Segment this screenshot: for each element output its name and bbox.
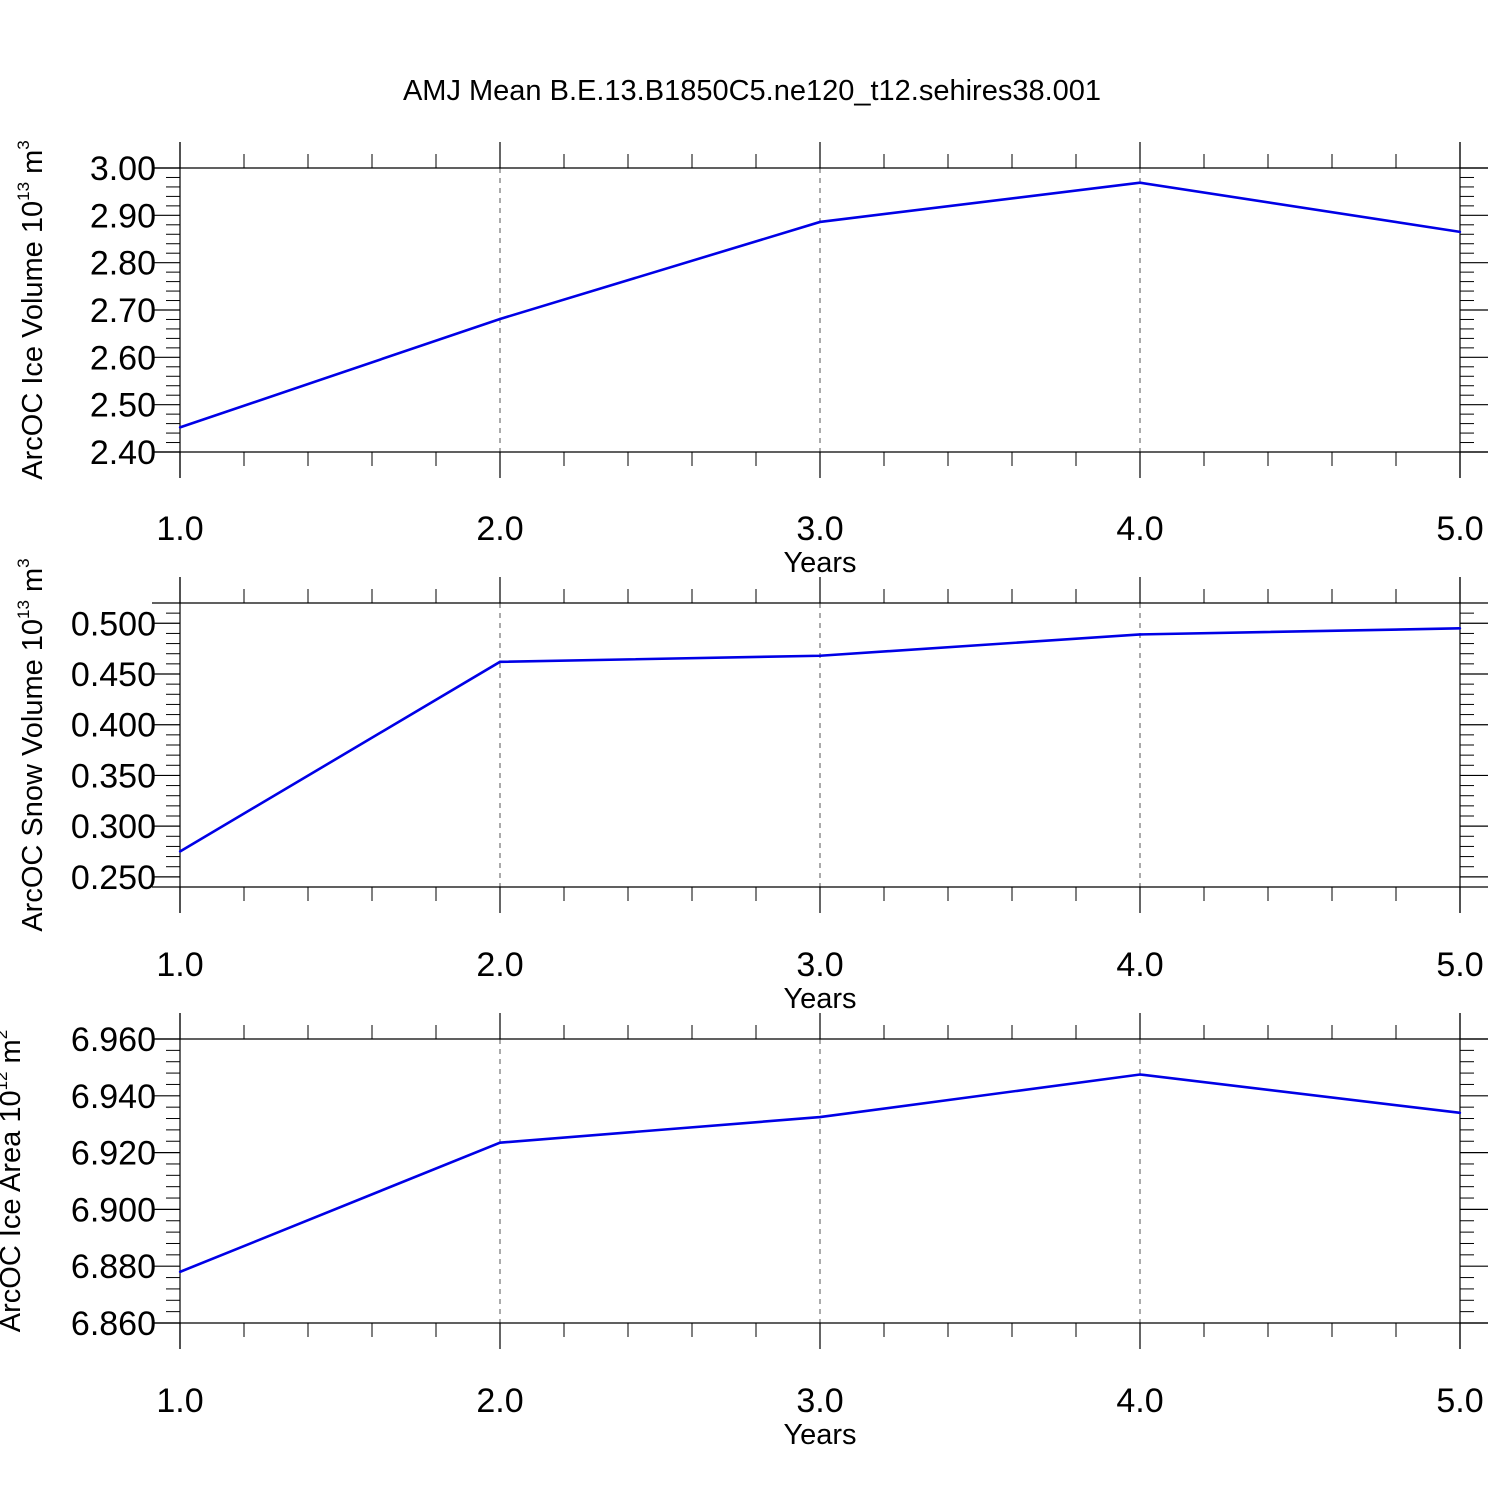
x-axis-title: Years	[783, 983, 856, 1015]
series-line	[179, 627, 1461, 853]
y-axis-title-exp: 12	[0, 1071, 11, 1090]
panel-snow-volume: 0.250 0.300 0.350 0.400 0.450 0.500 1.0 2.0 3.0 4…	[14, 558, 1488, 1015]
data-point	[1458, 230, 1462, 234]
x-tick-label: 5.0	[1436, 946, 1483, 984]
x-tick-label: 1.0	[156, 510, 203, 548]
x-tick-label: 3.0	[796, 946, 843, 984]
x-tick-label: 4.0	[1116, 510, 1163, 548]
y-tick-label: 2.80	[90, 245, 156, 283]
y-tick-label: 6.900	[71, 1191, 156, 1229]
y-axis-title: ArcOC Ice Area 1012 m2	[0, 1030, 27, 1332]
data-point	[178, 1270, 182, 1274]
data-point	[1458, 627, 1462, 630]
data-point	[1138, 1073, 1142, 1076]
data-point	[178, 426, 182, 429]
y-tick-label: 0.450	[71, 656, 156, 694]
x-tick-label: 4.0	[1116, 1382, 1163, 1420]
x-tick-label: 5.0	[1436, 510, 1483, 548]
x-tick-label: 1.0	[156, 946, 203, 984]
y-axis-title-unit: m	[0, 1039, 27, 1071]
y-tick-label: 0.400	[71, 707, 156, 745]
y-axis-title-main: ArcOC Snow Volume 10	[17, 619, 49, 932]
x-axis-title: Years	[783, 1419, 856, 1451]
y-tick-label: 0.350	[71, 757, 156, 795]
y-axis-title-main: ArcOC Ice Volume 10	[17, 201, 49, 480]
y-axis-title-unit-exp: 3	[14, 140, 33, 149]
y-axis-title: ArcOC Ice Volume 1013 m3	[14, 140, 49, 479]
y-tick-label: 0.500	[71, 605, 156, 643]
y-tick-label: 2.90	[90, 197, 156, 235]
data-point	[818, 220, 822, 224]
y-axis-title-exp: 13	[14, 182, 33, 201]
data-point	[498, 317, 502, 321]
panel-ice-area: 6.860 6.880 6.900 6.920 6.940 6.960 1.0 2.0 3.0 4…	[0, 1013, 1488, 1451]
data-point	[818, 1115, 822, 1119]
x-tick-label: 3.0	[796, 1382, 843, 1420]
data-point	[1458, 1111, 1462, 1115]
panel-ice-volume: 2.40 2.50 2.60 2.70 2.80 2.90 3.00 1.0 2.0 3.0 4.0…	[14, 140, 1488, 579]
y-tick-label: 6.960	[71, 1021, 156, 1059]
y-axis-title-unit-exp: 3	[14, 558, 33, 567]
y-tick-label: 6.940	[71, 1078, 156, 1116]
x-tick-label: 3.0	[796, 510, 843, 548]
y-tick-label: 6.880	[71, 1248, 156, 1286]
x-tick-label: 2.0	[476, 946, 523, 984]
y-tick-label: 6.920	[71, 1135, 156, 1173]
data-point	[1138, 633, 1142, 636]
y-tick-label: 2.40	[90, 434, 156, 472]
y-axis-title-unit: m	[17, 568, 49, 600]
data-point	[498, 1141, 502, 1144]
y-tick-label: 2.70	[90, 292, 156, 330]
y-axis-title-unit-exp: 2	[0, 1030, 11, 1039]
y-tick-label: 0.250	[71, 859, 156, 897]
y-axis-title-main: ArcOC Ice Area 10	[0, 1090, 27, 1332]
y-tick-label: 2.50	[90, 387, 156, 425]
y-axis-title-exp: 13	[14, 600, 33, 619]
x-tick-label: 2.0	[476, 1382, 523, 1420]
data-point	[1138, 181, 1142, 184]
x-axis-title: Years	[783, 547, 856, 579]
data-point	[818, 654, 822, 657]
figure-title: AMJ Mean B.E.13.B1850C5.ne120_t12.sehire…	[403, 75, 1101, 107]
y-tick-label: 0.300	[71, 808, 156, 846]
y-axis-title: ArcOC Snow Volume 1013 m3	[14, 558, 49, 931]
x-tick-label: 4.0	[1116, 946, 1163, 984]
x-tick-label: 5.0	[1436, 1382, 1483, 1420]
y-axis-title-unit: m	[17, 150, 49, 182]
x-tick-label: 1.0	[156, 1382, 203, 1420]
y-tick-label: 6.860	[71, 1305, 156, 1343]
y-tick-label: 2.60	[90, 339, 156, 377]
data-point	[178, 850, 182, 853]
y-tick-label: 3.00	[90, 150, 156, 188]
data-point	[498, 660, 502, 664]
x-tick-label: 2.0	[476, 510, 523, 548]
